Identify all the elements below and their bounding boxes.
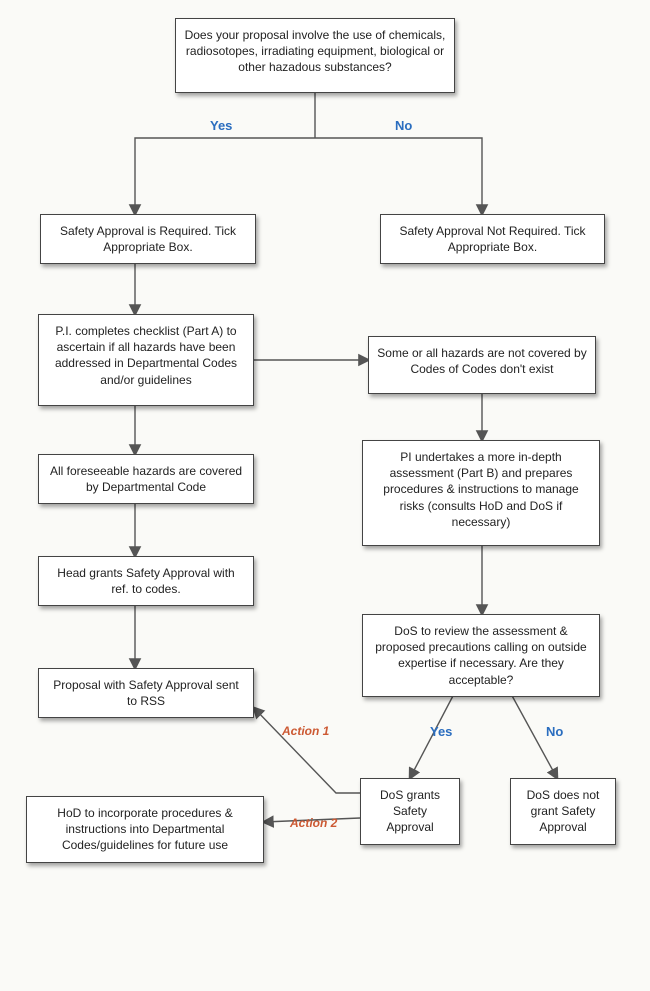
node-indepth-assessment: PI undertakes a more in-depth assessment… — [362, 440, 600, 546]
node-dos-grants: DoS grants Safety Approval — [360, 778, 460, 845]
node-pi-checklist: P.I. completes checklist (Part A) to asc… — [38, 314, 254, 406]
node-hazards-covered: All foreseeable hazards are covered by D… — [38, 454, 254, 504]
label-no-2: No — [546, 724, 563, 739]
node-hod-incorporate: HoD to incorporate procedures & instruct… — [26, 796, 264, 863]
node-proposal-sent: Proposal with Safety Approval sent to RS… — [38, 668, 254, 718]
node-head-grants: Head grants Safety Approval with ref. to… — [38, 556, 254, 606]
node-approval-not-required: Safety Approval Not Required. Tick Appro… — [380, 214, 605, 264]
label-yes-1: Yes — [210, 118, 232, 133]
node-question-hazards: Does your proposal involve the use of ch… — [175, 18, 455, 93]
node-hazards-not-covered: Some or all hazards are not covered by C… — [368, 336, 596, 394]
label-action-2: Action 2 — [290, 816, 337, 830]
label-yes-2: Yes — [430, 724, 452, 739]
label-action-1: Action 1 — [282, 724, 329, 738]
node-approval-required: Safety Approval is Required. Tick Approp… — [40, 214, 256, 264]
label-no-1: No — [395, 118, 412, 133]
node-dos-review: DoS to review the assessment & proposed … — [362, 614, 600, 697]
node-dos-not-grant: DoS does not grant Safety Approval — [510, 778, 616, 845]
